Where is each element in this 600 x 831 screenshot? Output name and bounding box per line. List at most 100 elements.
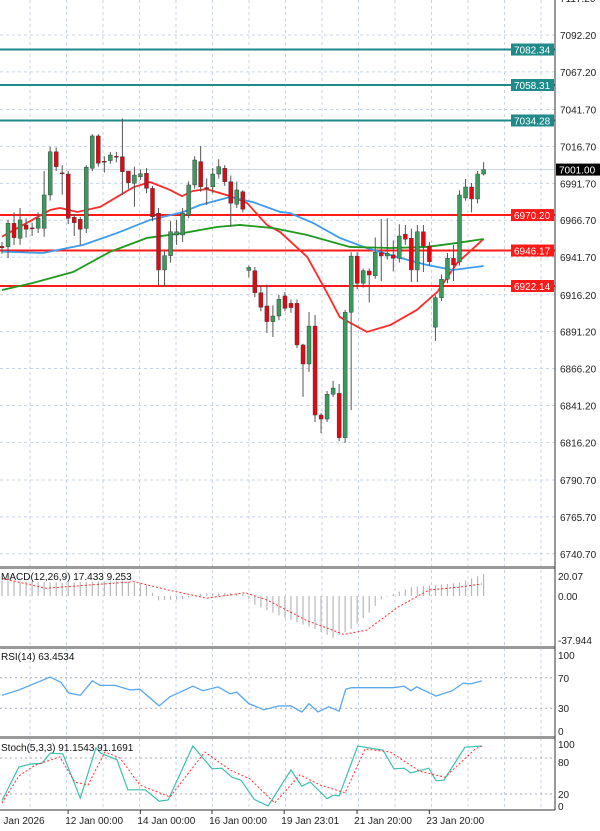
rsi-label: RSI(14) 63.4534 <box>1 652 75 663</box>
moving-average-line <box>1 224 484 291</box>
macd-tick-label: -37.944 <box>558 636 592 647</box>
candle-body-up <box>342 312 348 438</box>
candle-body-up <box>180 213 185 236</box>
candle <box>354 252 360 290</box>
price-tick-label: 7041.70 <box>560 106 597 117</box>
candle-body-down <box>294 303 300 346</box>
price-tick-label: 7092.20 <box>560 31 597 42</box>
level-price-label: 7034.28 <box>514 116 551 127</box>
candle <box>330 380 336 397</box>
macd-panel[interactable] <box>1 574 485 638</box>
candle <box>469 182 474 213</box>
candle <box>282 292 288 312</box>
candle-body-up <box>47 151 53 196</box>
price-panel[interactable]: 7082.34 7058.31 7034.28 6970.20 6946.17 6922.… <box>0 43 555 443</box>
stochastic-panel[interactable] <box>0 744 555 807</box>
candle <box>294 299 300 349</box>
candle <box>361 268 366 288</box>
candle <box>475 171 480 204</box>
candle <box>240 190 246 213</box>
candle-body-down <box>252 270 258 293</box>
candle <box>463 179 468 201</box>
candle <box>324 390 330 422</box>
candle-body-up <box>330 387 336 395</box>
candle-body-down <box>258 292 264 308</box>
candle-body-down <box>354 255 360 284</box>
price-tick-label: 6916.20 <box>560 291 597 302</box>
candle <box>336 384 342 442</box>
rsi-tick-label: 0 <box>558 727 564 738</box>
candle-body-up <box>162 255 167 271</box>
candle <box>439 274 444 301</box>
candle-body-up <box>439 279 444 298</box>
candle <box>300 343 306 397</box>
candle <box>379 219 384 282</box>
candle <box>120 118 125 195</box>
price-tick-label: 6816.20 <box>560 438 597 449</box>
candle <box>264 284 270 333</box>
candle <box>126 170 131 189</box>
price-tick-label: 7067.20 <box>560 68 597 79</box>
candle <box>53 147 59 172</box>
candle <box>186 181 191 219</box>
rsi-line <box>1 676 482 713</box>
stochastic-tick-label: 0 <box>558 802 564 813</box>
candle-body-down <box>288 303 294 308</box>
candle <box>246 265 252 278</box>
candle <box>66 171 71 225</box>
candle-body-up <box>186 184 191 216</box>
candle <box>373 237 378 279</box>
candle-body-down <box>427 245 432 262</box>
price-tick-label: 6991.70 <box>560 179 597 190</box>
price-tick-label: 6765.70 <box>560 513 597 524</box>
time-tick-label: 21 Jan 20:00 <box>354 816 412 827</box>
candle <box>180 207 185 242</box>
candle <box>445 252 450 284</box>
candle-body-down <box>120 156 125 172</box>
stochastic-label: Stoch(5,3,3) 91.1543 91.1691 <box>1 743 134 754</box>
candle-body-up <box>90 135 95 169</box>
candle-body-up <box>463 186 468 199</box>
candle-body-down <box>198 161 203 187</box>
candle-body-up <box>17 219 23 239</box>
candle <box>222 165 227 186</box>
grid <box>0 0 555 810</box>
rsi-panel[interactable] <box>0 676 555 713</box>
candle <box>409 228 414 283</box>
candle <box>427 241 432 266</box>
candle <box>216 159 221 179</box>
candle-body-down <box>421 231 426 247</box>
candle-body-down <box>222 168 227 182</box>
candle-body-down <box>469 186 474 200</box>
candle <box>481 162 486 176</box>
candle-body-up <box>5 223 11 247</box>
candle-body-down <box>0 246 5 249</box>
candle-body-down <box>23 224 29 230</box>
candle-body-up <box>361 270 366 284</box>
rsi-separator <box>0 646 555 649</box>
candle-body-down <box>282 295 288 309</box>
candle-body-down <box>300 344 306 365</box>
candle <box>0 241 5 254</box>
level-price-label: 6970.20 <box>514 211 551 222</box>
candle <box>35 212 41 234</box>
candle-body-down <box>336 393 342 438</box>
level-price-tag <box>511 43 554 56</box>
candle-body-up <box>234 189 239 205</box>
candle-body-down <box>409 238 414 271</box>
time-tick-label: 14 Jan 00:00 <box>137 816 195 827</box>
candle <box>192 156 197 189</box>
candle <box>451 245 456 282</box>
current-price-tag <box>556 163 600 176</box>
macd-signal-line <box>1 577 482 636</box>
candle <box>348 252 354 411</box>
candle-body-down <box>367 270 372 276</box>
candle <box>421 224 426 273</box>
candle-body-up <box>373 252 378 277</box>
candle-body-up <box>306 325 312 365</box>
candle <box>144 168 149 194</box>
candle <box>433 295 438 341</box>
candle-body-up <box>348 255 354 313</box>
candle <box>114 151 119 163</box>
